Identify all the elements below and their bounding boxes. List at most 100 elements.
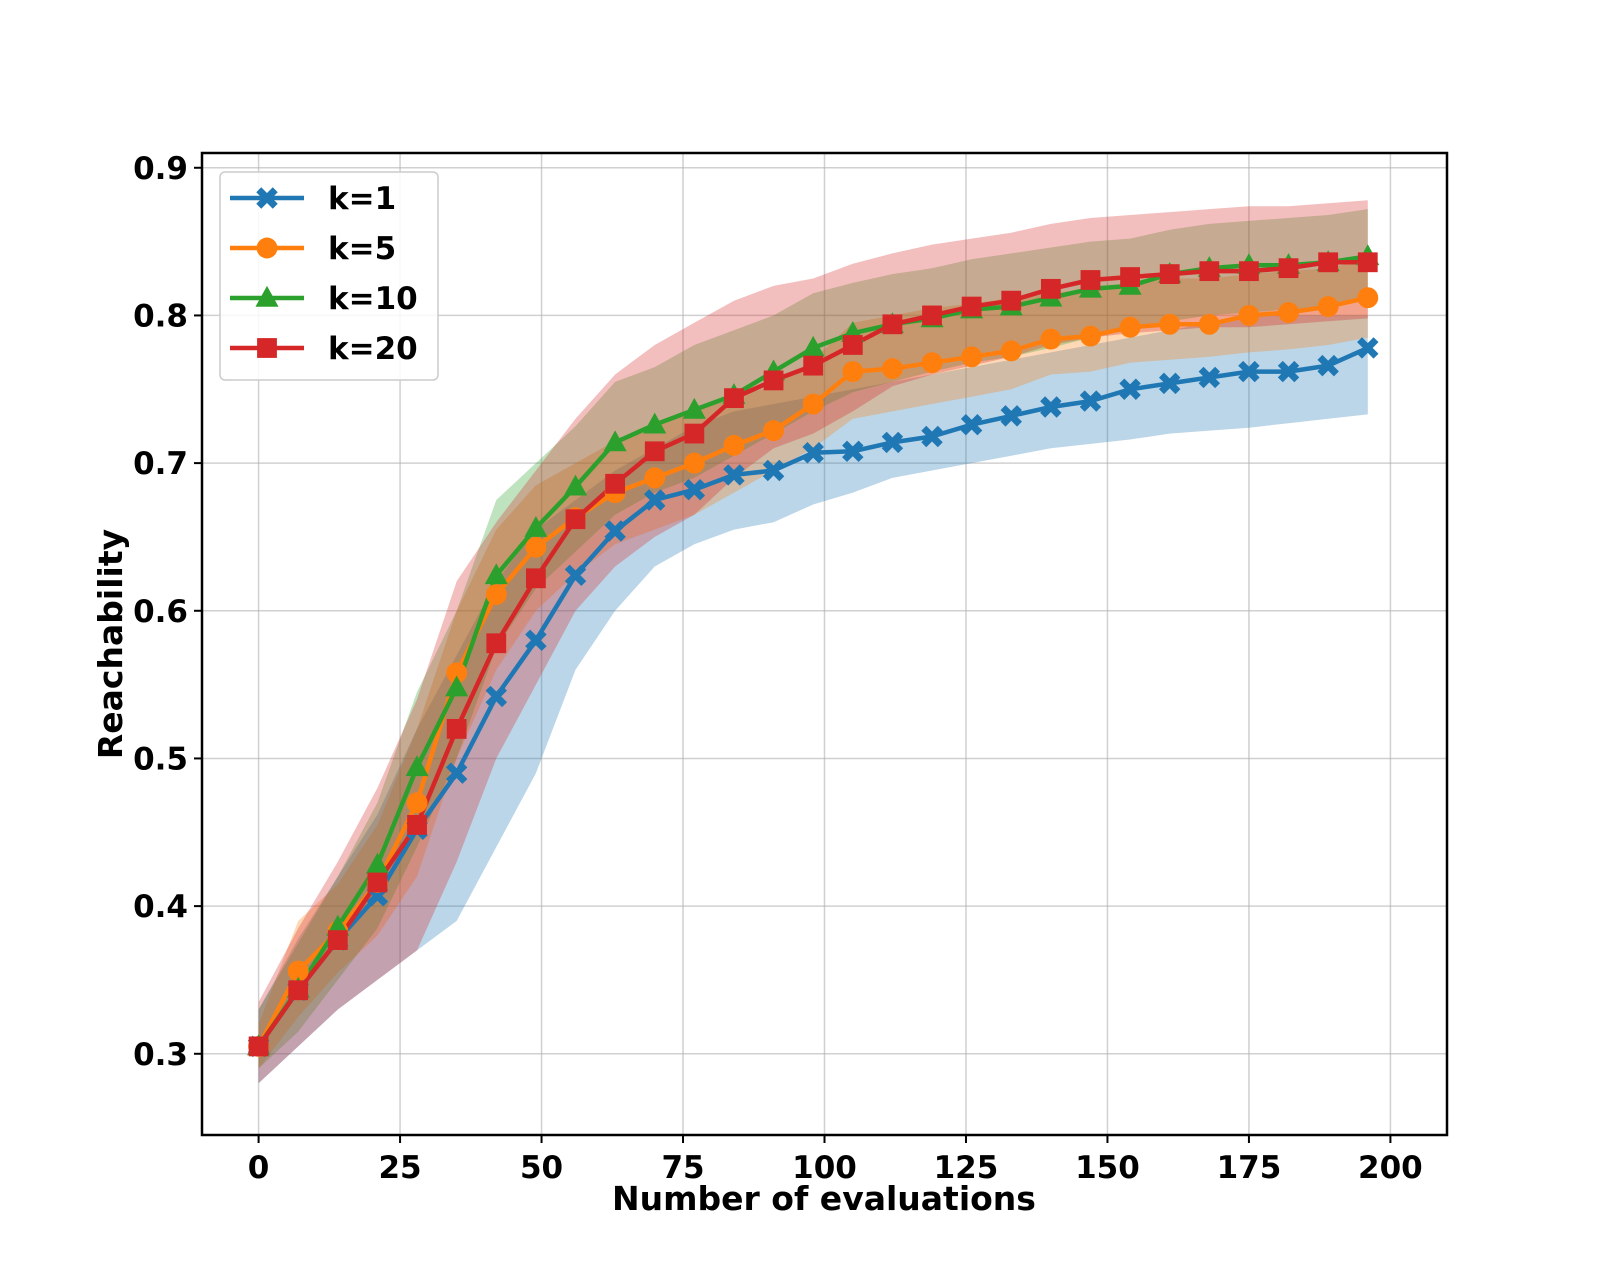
marker-square [882, 314, 903, 335]
marker-square [644, 441, 665, 462]
x-tick-label: 150 [1075, 1150, 1140, 1186]
marker-square [367, 872, 388, 893]
marker-square [407, 814, 427, 835]
legend-label: k=10 [328, 281, 418, 317]
marker-triangle [405, 755, 429, 777]
y-tick-label: 0.5 [133, 741, 188, 777]
x-tick-label: 50 [520, 1150, 563, 1186]
y-tick-label: 0.8 [133, 298, 188, 334]
marker-square [1040, 278, 1061, 299]
marker-x [256, 187, 278, 209]
x-tick-label: 0 [248, 1150, 270, 1186]
marker-x [1238, 360, 1260, 383]
y-axis-title: Reachability [91, 529, 130, 759]
marker-circle [644, 467, 666, 489]
marker-x [1040, 396, 1062, 418]
x-tick-label: 200 [1358, 1150, 1423, 1186]
marker-triangle [484, 563, 508, 585]
marker-square [486, 633, 507, 654]
marker-x [921, 425, 943, 448]
marker-x [723, 464, 745, 486]
marker-circle [525, 536, 547, 558]
marker-circle [881, 358, 903, 380]
marker-x [1158, 372, 1181, 395]
marker-circle [287, 960, 309, 982]
x-tick-label: 25 [378, 1150, 421, 1186]
marker-square [1318, 252, 1339, 273]
marker-square [525, 568, 546, 589]
marker-triangle [365, 852, 389, 874]
series-markers [247, 244, 1380, 1058]
marker-circle [1159, 313, 1181, 335]
y-tick-label: 0.9 [133, 151, 188, 187]
marker-x [1277, 360, 1300, 383]
marker-circle [921, 352, 943, 374]
marker-x [644, 489, 666, 511]
marker-circle [1119, 316, 1141, 338]
marker-square [684, 423, 705, 444]
marker-triangle [524, 515, 548, 537]
marker-triangle [445, 675, 469, 697]
marker-circle [1317, 296, 1339, 318]
marker-x [445, 762, 468, 784]
marker-square [842, 335, 863, 355]
marker-square [288, 980, 309, 1001]
marker-x [1317, 354, 1339, 377]
confidence-band [258, 315, 1368, 1084]
confidence-band [258, 200, 1368, 1084]
legend: k=1 k=5 k=10 k=20 [219, 171, 439, 381]
marker-circle [446, 662, 468, 684]
marker-square [446, 719, 467, 739]
marker-square [327, 930, 348, 950]
x-tick-label: 125 [934, 1150, 999, 1186]
marker-circle [1238, 304, 1260, 326]
marker-square [1159, 264, 1180, 284]
axis-ticks: 0 25 50 75 100 125 150 175 200 0.3 0.4 0.5 0.6 0.7 0.8… [133, 151, 1423, 1186]
marker-square [803, 355, 824, 376]
marker-circle [1040, 328, 1062, 350]
marker-square [961, 296, 982, 317]
marker-square [248, 1036, 269, 1057]
marker-triangle [603, 430, 627, 452]
marker-circle [1198, 313, 1220, 335]
marker-circle [1357, 287, 1379, 309]
marker-x [762, 459, 785, 482]
marker-square [1120, 267, 1140, 287]
marker-circle [485, 584, 507, 605]
marker-x [1119, 378, 1141, 400]
marker-triangle [801, 335, 825, 357]
marker-x [1079, 390, 1102, 412]
y-tick-label: 0.4 [133, 889, 188, 925]
marker-square [1199, 261, 1220, 282]
marker-x [683, 478, 706, 501]
marker-square [1357, 252, 1378, 273]
marker-circle [763, 420, 785, 442]
marker-x [564, 564, 587, 587]
y-tick-label: 0.6 [133, 594, 188, 630]
marker-x [604, 520, 626, 542]
marker-x [802, 442, 824, 464]
marker-triangle [563, 474, 588, 496]
marker-x [881, 431, 904, 454]
marker-triangle [643, 412, 667, 434]
marker-square [724, 388, 744, 409]
x-tick-label: 175 [1217, 1150, 1282, 1186]
marker-square [605, 473, 626, 494]
marker-circle [842, 361, 864, 383]
marker-circle [1278, 302, 1299, 323]
marker-circle [723, 434, 745, 456]
x-tick-label: 100 [792, 1150, 857, 1186]
marker-square [1001, 290, 1022, 311]
marker-circle [961, 346, 983, 368]
marker-x [1357, 337, 1379, 359]
confidence-band [258, 259, 1368, 1069]
marker-circle [256, 237, 278, 259]
confidence-bands [258, 200, 1368, 1084]
marker-x [842, 440, 864, 463]
marker-square [1278, 258, 1299, 279]
y-tick-label: 0.7 [133, 446, 188, 482]
x-axis-title: Number of evaluations [612, 1179, 1036, 1218]
marker-x [485, 685, 507, 708]
marker-x [1000, 405, 1022, 427]
